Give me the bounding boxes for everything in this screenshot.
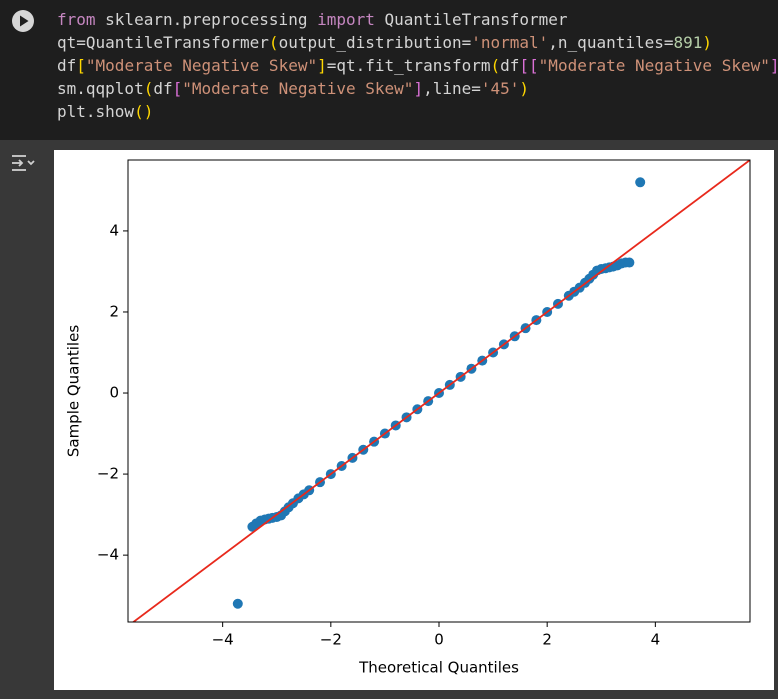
code-token: QuantileTransformer — [374, 10, 568, 29]
x-tick-label: 0 — [434, 631, 444, 649]
code-token: =qt.fit_transform — [326, 56, 491, 75]
output-area: −4 −2 0 2 4 −4 −2 0 2 4 Theoretical Quantiles Sampl… — [54, 150, 774, 690]
code-token: plt.show — [57, 102, 135, 121]
code-token: ( — [143, 79, 154, 98]
code-token: [ — [76, 56, 86, 75]
reference-line — [131, 160, 750, 622]
chart: −4 −2 0 2 4 −4 −2 0 2 4 Theoretical Quantiles Sampl… — [65, 159, 751, 677]
x-tick-label: −4 — [212, 631, 234, 649]
code-token: "Moderate Negative Skew" — [538, 56, 770, 75]
code-token: ] — [413, 79, 424, 98]
code-token: ] — [317, 56, 327, 75]
code-token: from — [57, 10, 96, 29]
code-cell: from sklearn.preprocessing import Quanti… — [0, 0, 778, 140]
y-axis-label: Sample Quantiles — [65, 325, 83, 457]
code-token: output_distribution= — [278, 33, 472, 52]
code-line: sm.qqplot(df["Moderate Negative Skew"],l… — [57, 77, 778, 100]
y-tick-label: −2 — [97, 465, 119, 483]
code-token: qt=QuantileTransformer — [57, 33, 269, 52]
code-token: 891 — [673, 33, 703, 52]
code-token: ,line= — [423, 79, 481, 98]
plot-area — [131, 160, 750, 622]
code-line: df["Moderate Negative Skew"]=qt.fit_tran… — [57, 54, 778, 77]
y-tick-label: −4 — [97, 546, 119, 564]
code-token: 'normal' — [471, 33, 549, 52]
code-token: () — [134, 102, 154, 121]
code-token: ) — [519, 79, 530, 98]
run-button[interactable] — [11, 9, 35, 33]
code-token: ( — [268, 33, 279, 52]
y-tick-label: 0 — [109, 384, 119, 402]
code-line: from sklearn.preprocessing import Quanti… — [57, 8, 778, 31]
code-token: df — [500, 56, 520, 75]
code-token: '45' — [480, 79, 520, 98]
y-tick-label: 2 — [109, 302, 119, 320]
point — [635, 177, 646, 188]
code-editor[interactable]: from sklearn.preprocessing import Quanti… — [57, 8, 778, 123]
y-tick-label: 4 — [109, 221, 119, 239]
point — [624, 257, 635, 268]
code-line: plt.show() — [57, 100, 778, 123]
code-token: import — [317, 10, 375, 29]
code-token: df — [57, 56, 77, 75]
x-axis-label: Theoretical Quantiles — [358, 659, 519, 677]
code-token: ) — [702, 33, 713, 52]
code-token: sklearn.preprocessing — [95, 10, 318, 29]
code-token: [[ — [519, 56, 539, 75]
code-token: ,n_quantiles= — [548, 33, 674, 52]
code-token: "Moderate Negative Skew" — [85, 56, 318, 75]
code-token: "Moderate Negative Skew" — [182, 79, 414, 98]
code-token: ] — [770, 56, 778, 75]
point — [232, 598, 243, 609]
code-token: ( — [490, 56, 501, 75]
x-tick-label: 4 — [651, 631, 661, 649]
code-token: df — [153, 79, 173, 98]
code-line: qt=QuantileTransformer(output_distributi… — [57, 31, 778, 54]
plot-frame — [127, 159, 751, 623]
output-toggle[interactable] — [10, 152, 36, 174]
x-tick-label: 2 — [542, 631, 552, 649]
x-tick-label: −2 — [320, 631, 342, 649]
code-token: sm.qqplot — [57, 79, 144, 98]
code-token: [ — [172, 79, 183, 98]
